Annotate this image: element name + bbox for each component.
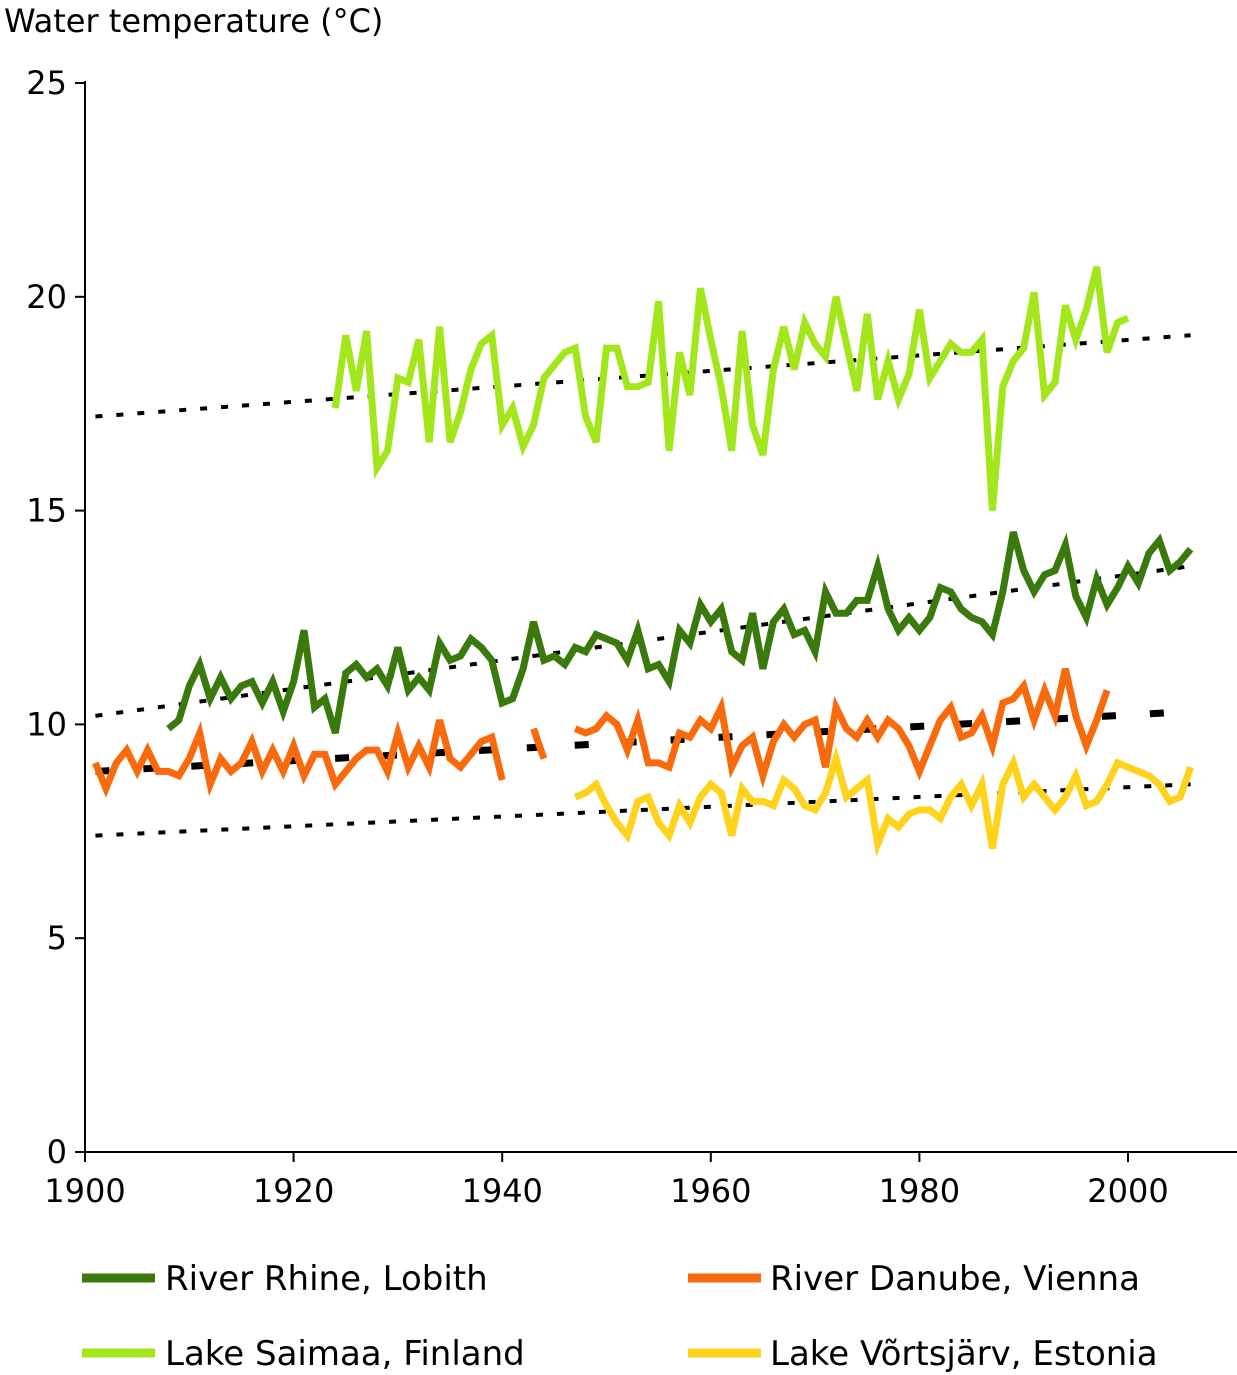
y-axis-label: Water temperature (°C) xyxy=(4,2,383,40)
x-tick-label-1960: 1960 xyxy=(670,1172,751,1210)
y-tick-label-25: 25 xyxy=(26,64,67,102)
series-line-1 xyxy=(92,668,1111,798)
legend-label-saimaa: Lake Saimaa, Finland xyxy=(165,1334,525,1374)
series-line-0 xyxy=(166,531,1194,735)
series-lines xyxy=(92,266,1194,857)
legend-label-vortsjarv: Lake Võrtsjärv, Estonia xyxy=(770,1334,1158,1374)
trendline-3 xyxy=(95,782,1191,838)
y-tick-label-5: 5 xyxy=(47,919,67,957)
trendline-2 xyxy=(95,708,1191,775)
legend-label-rhine: River Rhine, Lobith xyxy=(165,1259,488,1299)
axes: 0 5 10 15 20 25 1900 1920 1940 1960 1980 2000 xyxy=(26,64,1237,1210)
y-tick-label-0: 0 xyxy=(47,1133,67,1171)
x-tick-label-1900: 1900 xyxy=(44,1172,125,1210)
series-line-2 xyxy=(331,266,1130,511)
x-tick-label-1940: 1940 xyxy=(461,1172,542,1210)
legend: River Rhine, Lobith River Danube, Vienna… xyxy=(82,1259,1158,1374)
legend-label-danube: River Danube, Vienna xyxy=(770,1259,1140,1299)
x-tick-label-2000: 2000 xyxy=(1087,1172,1168,1210)
y-tick-label-20: 20 xyxy=(26,278,67,316)
series-line-3 xyxy=(573,745,1194,857)
trendline-0 xyxy=(95,333,1191,419)
x-tick-label-1920: 1920 xyxy=(253,1172,334,1210)
y-tick-label-15: 15 xyxy=(26,492,67,530)
y-tick-label-10: 10 xyxy=(26,705,67,743)
x-tick-label-1980: 1980 xyxy=(879,1172,960,1210)
